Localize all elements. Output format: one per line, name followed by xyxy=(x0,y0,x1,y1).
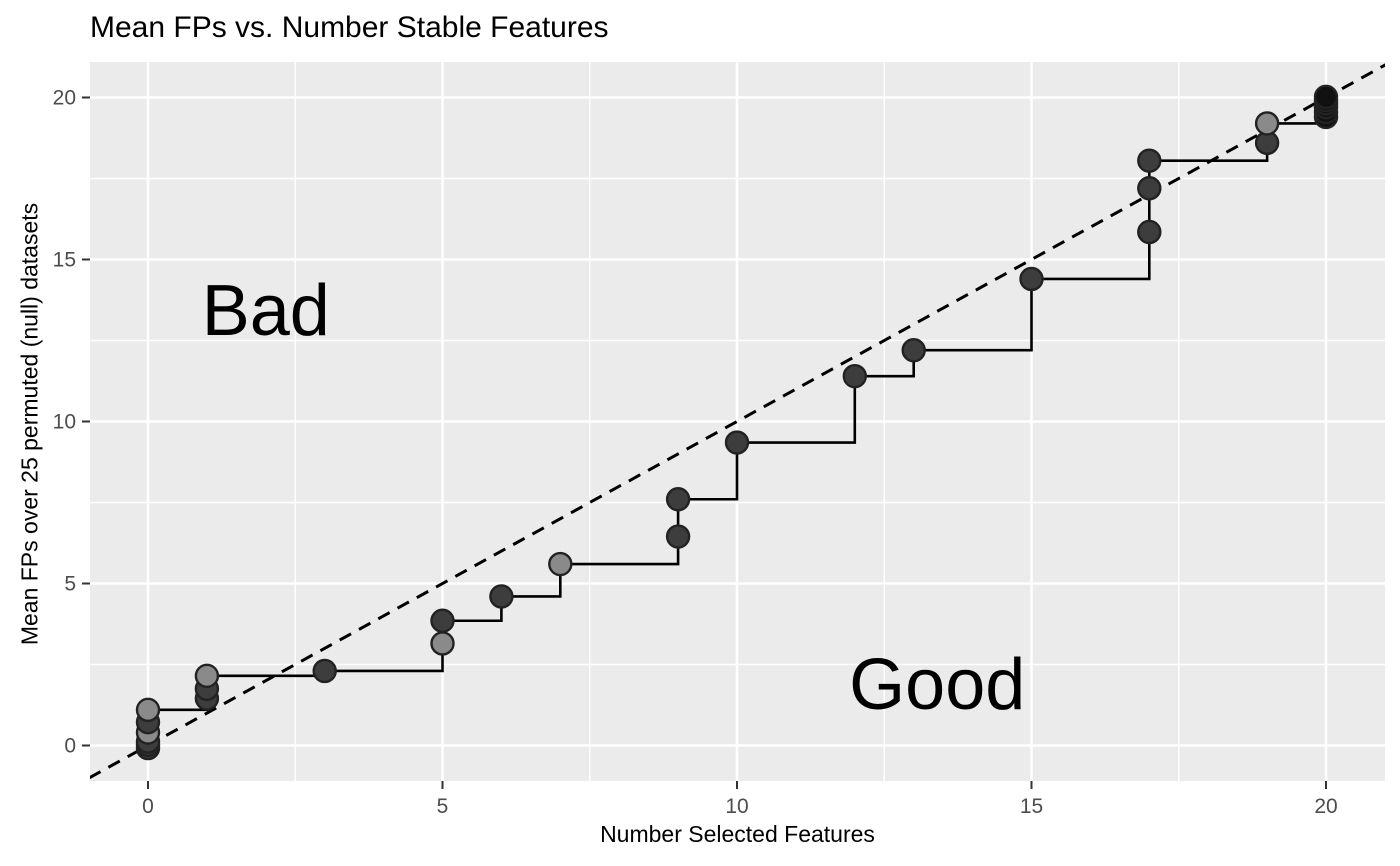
data-point xyxy=(430,608,455,633)
data-point xyxy=(1313,84,1339,110)
data-point xyxy=(548,551,573,577)
data-point xyxy=(1019,266,1044,292)
data-point xyxy=(430,631,455,656)
x-tick-label: 20 xyxy=(1314,795,1337,818)
y-tick-label: 20 xyxy=(53,87,76,110)
y-tick-label: 0 xyxy=(64,735,76,758)
y-tick-label: 15 xyxy=(53,249,76,272)
y-tick-label: 5 xyxy=(64,573,76,596)
x-tick-label: 0 xyxy=(142,795,154,818)
data-point xyxy=(1254,111,1280,136)
identity-line xyxy=(90,63,1385,780)
data-point xyxy=(194,663,220,689)
data-point xyxy=(1137,148,1162,173)
y-tick-label: 10 xyxy=(53,411,76,434)
data-point xyxy=(312,658,337,684)
x-tick-label: 5 xyxy=(437,795,449,818)
annotation-good: Good xyxy=(849,644,1026,725)
x-tick-label: 15 xyxy=(1020,795,1043,818)
annotation-bad: Bad xyxy=(201,271,330,352)
data-point xyxy=(489,584,514,609)
y-axis-title: Mean FPs over 25 permuted (null) dataset… xyxy=(16,202,43,646)
data-point xyxy=(1137,176,1162,201)
data-point xyxy=(842,363,867,389)
data-point xyxy=(135,697,161,723)
plot-panel-group: 0 5 10 15 20 0 5 10 15 20 xyxy=(53,62,1385,818)
data-point xyxy=(665,524,691,549)
data-point xyxy=(1137,219,1162,245)
data-point xyxy=(665,487,691,512)
chart-title: Mean FPs vs. Number Stable Features xyxy=(90,11,609,44)
x-tick-label: 10 xyxy=(725,795,748,818)
data-point xyxy=(724,430,750,455)
data-point xyxy=(901,338,926,363)
x-axis-title: Number Selected Features xyxy=(600,821,875,847)
